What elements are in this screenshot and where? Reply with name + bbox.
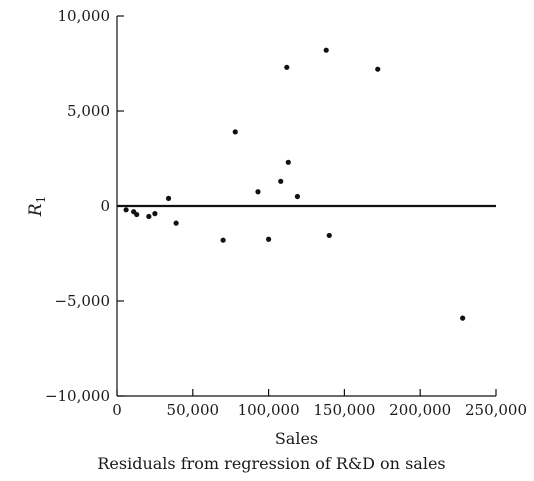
data-point — [146, 213, 152, 220]
x-tick-label: 150,000 — [313, 401, 375, 419]
data-point — [460, 315, 466, 321]
data-point — [220, 237, 226, 243]
y-tick-label: −5,000 — [54, 292, 110, 310]
x-tick-label: 100,000 — [238, 401, 300, 419]
data-point — [278, 178, 284, 184]
data-point — [326, 232, 332, 239]
data-point — [123, 207, 129, 213]
data-point — [232, 129, 238, 135]
data-point — [173, 220, 179, 226]
x-tick-label: 50,000 — [167, 401, 220, 419]
y-axis-label-subscript: 1 — [34, 196, 48, 204]
data-points — [123, 47, 466, 321]
data-point — [255, 189, 261, 195]
x-tick-label: 0 — [112, 401, 122, 419]
x-axis-label: Sales — [275, 429, 318, 448]
tick-group: 0 50,000 100,000 150,000 200,000 250,000 10,00… — [45, 7, 527, 419]
data-point — [284, 64, 290, 70]
y-tick-label: −10,000 — [45, 387, 110, 405]
x-tick-label: 250,000 — [465, 401, 527, 419]
data-point — [323, 47, 329, 53]
y-tick-label: 0 — [100, 197, 110, 215]
data-point — [152, 211, 158, 217]
chart-caption: Residuals from regression of R&D on sale… — [97, 454, 445, 473]
data-point — [375, 66, 381, 72]
data-point — [285, 159, 291, 165]
data-point — [266, 236, 272, 242]
y-axis-label: R1 — [26, 196, 48, 217]
y-tick-label: 5,000 — [67, 102, 110, 120]
x-tick-label: 200,000 — [389, 401, 451, 419]
axes — [116, 16, 496, 397]
data-point — [165, 195, 172, 201]
y-tick-label: 10,000 — [58, 7, 111, 25]
data-point — [294, 193, 301, 200]
y-axis-label-main: R — [26, 203, 46, 217]
data-point — [134, 211, 140, 218]
